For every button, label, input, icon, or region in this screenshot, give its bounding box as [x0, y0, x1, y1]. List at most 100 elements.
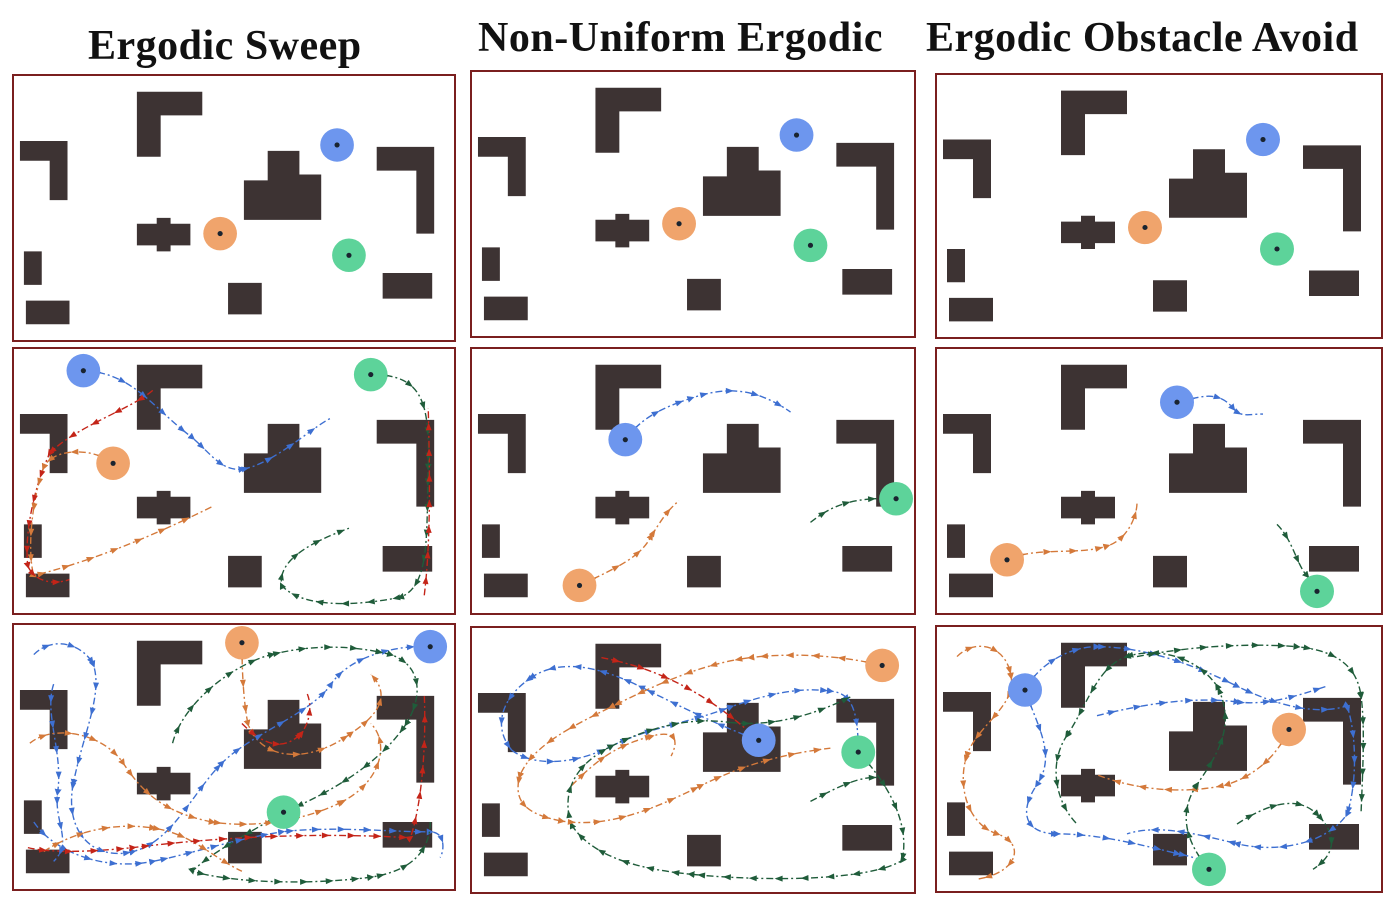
trajectory-arrowhead — [254, 733, 263, 741]
trajectory-arrowhead — [136, 394, 146, 402]
obstacle-block — [1061, 768, 1115, 803]
trajectory-arrowhead — [241, 466, 250, 473]
trajectory-arrowhead — [819, 792, 828, 799]
trajectory-arrowhead — [28, 528, 35, 537]
trajectory-arrowhead — [1007, 858, 1015, 867]
trajectory-arrowhead — [632, 550, 641, 558]
trajectory-arrowhead — [337, 826, 346, 833]
trajectory-arrowhead — [165, 824, 174, 833]
trajectory-arrowhead — [373, 760, 379, 770]
trajectory-arrowhead — [76, 756, 83, 766]
trajectory-arrowhead — [598, 669, 608, 676]
trajectory-arrowhead — [247, 659, 257, 666]
trajectory-arrowhead — [340, 735, 349, 743]
trajectory-arrowhead — [425, 422, 432, 431]
trajectory-arrowhead — [134, 538, 143, 545]
trajectory-arrowhead — [742, 720, 751, 727]
trajectory-arrowhead — [1053, 779, 1060, 788]
trajectory-arrowhead — [264, 820, 274, 827]
trajectory-arrowhead — [819, 687, 829, 693]
trajectory-arrowhead — [38, 734, 48, 740]
trajectory-arrowhead — [621, 860, 630, 866]
trajectory-arrowhead — [1293, 554, 1300, 564]
trajectory-arrowhead — [426, 448, 433, 457]
obstacle-block — [136, 91, 203, 157]
trajectory-arrowhead — [351, 876, 360, 883]
trajectory-arrowhead — [362, 761, 371, 769]
obstacle-block — [1169, 423, 1247, 493]
trajectory-arrowhead — [204, 686, 213, 694]
agent-orange-center-dot — [1286, 726, 1292, 733]
trajectory-arrowhead — [519, 800, 527, 808]
trajectory-arrowhead — [52, 579, 61, 586]
trajectory-arrowhead — [91, 418, 100, 426]
trajectory-arrowhead — [1035, 723, 1042, 733]
trajectory-blue — [50, 683, 64, 862]
trajectory-arrowhead — [1312, 687, 1322, 694]
trajectory-arrowhead — [748, 875, 757, 882]
trajectory-arrowhead — [1112, 779, 1122, 786]
trajectory-arrowhead — [1357, 691, 1364, 700]
trajectory-arrowhead — [722, 874, 731, 881]
trajectory-arrowhead — [186, 704, 195, 713]
trajectory-arrowhead — [1098, 643, 1107, 650]
trajectory-arrowhead — [411, 816, 418, 825]
trajectory-arrowhead — [1328, 837, 1335, 846]
trajectory-arrowhead — [294, 732, 303, 740]
trajectory-arrowhead — [737, 766, 747, 773]
trajectory-orange — [241, 642, 382, 755]
trajectory-arrowhead — [567, 819, 576, 825]
trajectory-arrowhead — [762, 758, 771, 765]
trajectory-arrowhead — [1236, 699, 1246, 705]
trajectory-arrowhead — [68, 431, 78, 438]
trajectory-arrowhead — [414, 828, 423, 835]
trajectory-arrowhead — [37, 571, 46, 578]
trajectory-arrowhead — [338, 799, 347, 806]
trajectory-arrowhead — [598, 748, 607, 756]
trajectory-arrowhead — [412, 702, 419, 712]
trajectory-arrowhead — [644, 734, 653, 741]
trajectory-arrowhead — [406, 644, 415, 651]
trajectory-arrowhead — [426, 473, 433, 482]
map-canvas — [943, 642, 1367, 887]
trajectory-arrowhead — [335, 671, 343, 679]
trajectory-arrowhead — [260, 832, 269, 839]
trajectory-arrowhead — [1078, 707, 1085, 717]
trajectory-arrowhead — [296, 832, 305, 839]
trajectory-arrowhead — [1262, 699, 1271, 706]
trajectory-arrowhead — [768, 692, 777, 699]
trajectory-arrowhead — [1269, 697, 1279, 703]
trajectory-arrowhead — [286, 828, 295, 835]
trajectory-arrowhead — [1147, 651, 1157, 658]
column-title-non-uniform-ergodic: Non-Uniform Ergodic — [478, 15, 883, 61]
map-panel-9 — [935, 625, 1383, 893]
map-canvas — [19, 353, 435, 607]
trajectory-arrowhead — [419, 401, 426, 410]
trajectory-orange — [43, 824, 243, 872]
trajectory-arrowhead — [141, 843, 150, 850]
trajectory-arrowhead — [1104, 664, 1113, 673]
trajectory-orange — [956, 645, 1016, 880]
agent-orange-center-dot — [217, 231, 223, 237]
trajectory-arrowhead — [1215, 782, 1225, 789]
trajectory-arrowhead — [318, 690, 327, 699]
agent-green-center-dot — [855, 749, 861, 755]
trajectory-arrowhead — [527, 753, 536, 762]
trajectory-arrowhead — [508, 692, 515, 701]
trajectory-arrowhead — [83, 731, 90, 741]
trajectory-arrowhead — [311, 826, 320, 833]
trajectory-arrowhead — [314, 809, 324, 816]
trajectory-arrowhead — [1278, 843, 1288, 850]
trajectory-arrowhead — [1287, 694, 1297, 701]
trajectory-arrowhead — [312, 539, 322, 547]
trajectory-arrowhead — [225, 671, 234, 678]
map-canvas — [943, 364, 1361, 609]
obstacle-block — [376, 695, 435, 783]
trajectory-arrowhead — [1281, 531, 1289, 540]
trajectory-arrowhead — [1107, 710, 1117, 716]
obstacle-block — [25, 300, 70, 325]
trajectory-arrowhead — [520, 753, 530, 759]
agent-blue-center-dot — [756, 737, 762, 743]
trajectory-arrowhead — [399, 834, 408, 841]
trajectory-arrowhead — [668, 733, 676, 742]
